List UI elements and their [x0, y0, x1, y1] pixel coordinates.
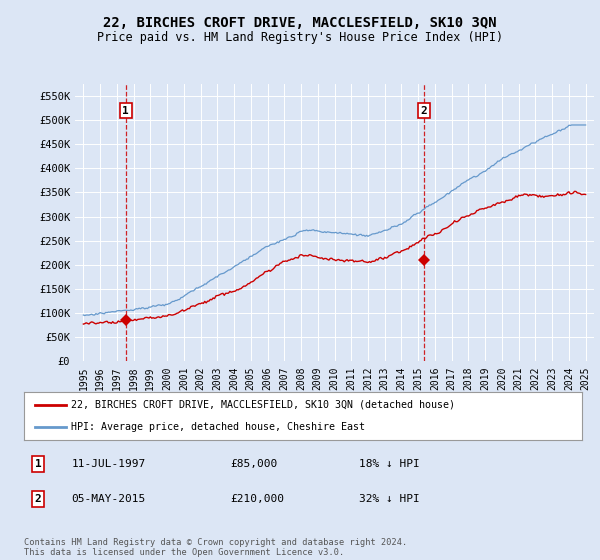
Text: 05-MAY-2015: 05-MAY-2015 — [71, 494, 146, 504]
Text: Contains HM Land Registry data © Crown copyright and database right 2024.
This d: Contains HM Land Registry data © Crown c… — [24, 538, 407, 557]
Text: 22, BIRCHES CROFT DRIVE, MACCLESFIELD, SK10 3QN: 22, BIRCHES CROFT DRIVE, MACCLESFIELD, S… — [103, 16, 497, 30]
Text: 1: 1 — [35, 459, 41, 469]
Text: 1: 1 — [122, 105, 129, 115]
Text: 11-JUL-1997: 11-JUL-1997 — [71, 459, 146, 469]
Text: 22, BIRCHES CROFT DRIVE, MACCLESFIELD, SK10 3QN (detached house): 22, BIRCHES CROFT DRIVE, MACCLESFIELD, S… — [71, 400, 455, 410]
Text: 2: 2 — [421, 105, 427, 115]
Text: 18% ↓ HPI: 18% ↓ HPI — [359, 459, 419, 469]
Text: £210,000: £210,000 — [230, 494, 284, 504]
Text: HPI: Average price, detached house, Cheshire East: HPI: Average price, detached house, Ches… — [71, 422, 365, 432]
Text: 32% ↓ HPI: 32% ↓ HPI — [359, 494, 419, 504]
Text: Price paid vs. HM Land Registry's House Price Index (HPI): Price paid vs. HM Land Registry's House … — [97, 31, 503, 44]
Text: £85,000: £85,000 — [230, 459, 278, 469]
Text: 2: 2 — [35, 494, 41, 504]
